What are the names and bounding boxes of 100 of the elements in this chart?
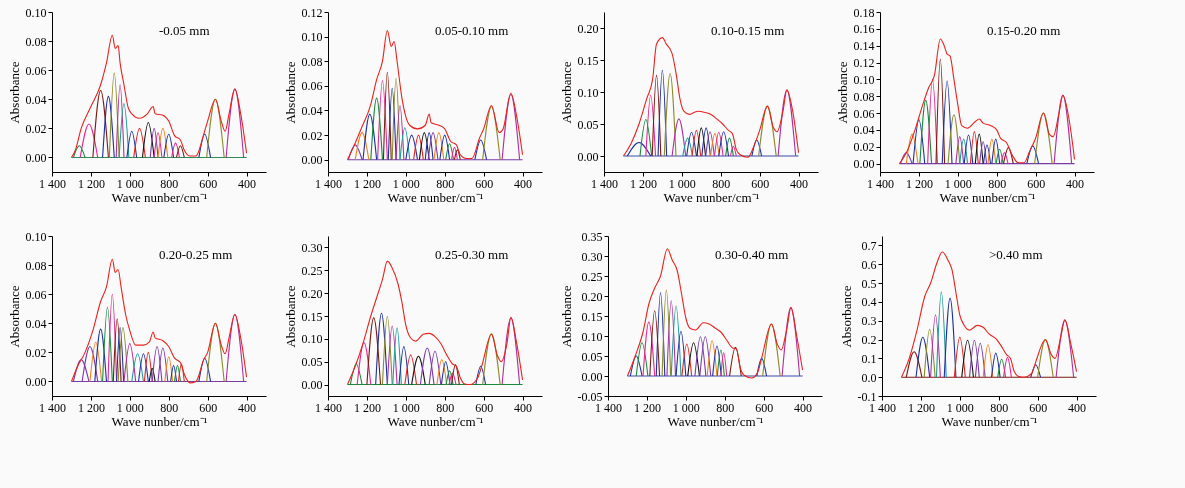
x-tick-label: 600 [1027,176,1046,191]
x-tick-label: 400 [1068,400,1087,415]
x-tick-label: 1 400 [39,176,66,191]
x-tick-label: 400 [1066,176,1085,191]
x-tick-label: 1 000 [116,400,144,415]
x-tick-label: 800 [160,400,179,415]
y-tick-label: 0.00 [853,157,875,172]
y-tick-label: 0.00 [301,153,323,168]
y-tick-label: 0.02 [301,128,323,143]
x-tick-label: 1 000 [946,400,974,415]
y-tick-label: 0.20 [301,286,323,301]
y-tick-label: 0.04 [853,123,875,138]
x-axis-title: Wave nunber/cm⁻¹ [667,413,764,429]
y-tick-label: 0.0 [861,370,877,385]
x-tick-label: 1 200 [353,400,381,415]
y-tick-label: 0.2 [861,333,877,348]
y-tick-label: 0.15 [581,309,603,324]
y-tick-label: 0.6 [861,257,877,272]
y-axis-title: Absorbance [282,61,298,124]
x-tick-label: 400 [514,400,533,415]
y-tick-label: 0.25 [581,269,603,284]
x-tick-label: 1 400 [867,176,894,191]
y-tick-label: 0.16 [853,22,875,37]
x-axis-title: Wave nunber/cm⁻¹ [111,413,208,429]
x-tick-label: 600 [475,176,494,191]
y-tick-label: 0.10 [581,329,603,344]
x-tick-label: 800 [712,176,731,191]
y-tick-label: 0.12 [301,5,323,20]
x-tick-label: 1 000 [672,400,700,415]
x-tick-label: 800 [990,400,1009,415]
x-tick-label: 1 000 [668,176,696,191]
x-tick-label: 1 400 [315,400,342,415]
y-tick-label: 0.18 [853,5,875,20]
y-tick-label: 0.05 [577,117,599,132]
y-tick-label: 0.10 [25,5,47,20]
y-axis-title: Absorbance [838,285,854,348]
x-tick-label: 800 [436,176,455,191]
y-tick-label: 0.00 [25,150,47,165]
annotation: >0.40 mm [989,247,1043,263]
x-tick-label: 600 [475,400,494,415]
x-tick-label: 800 [716,400,735,415]
x-tick-label: 600 [199,176,218,191]
x-tick-label: 400 [794,400,813,415]
x-axis-title: Wave nunber/cm⁻¹ [387,189,484,205]
y-tick-label: 0.30 [581,249,603,264]
x-tick-label: 1 400 [315,176,342,191]
y-tick-label: 0.04 [25,92,47,107]
y-tick-label: 0.20 [581,289,603,304]
x-tick-label: 1 000 [392,400,420,415]
x-tick-label: 400 [238,400,257,415]
y-tick-label: 0.10 [853,72,875,87]
x-tick-label: 400 [514,176,533,191]
y-axis-title: Absorbance [282,285,298,348]
y-tick-label: 0.5 [861,276,877,291]
y-tick-label: 0.04 [301,103,323,118]
x-tick-label: 600 [755,400,774,415]
y-tick-label: 0.06 [301,79,323,94]
x-tick-label: 1 200 [905,176,933,191]
x-tick-label: 400 [238,176,257,191]
annotation: 0.10-0.15 mm [711,23,785,39]
y-tick-label: 0.02 [25,121,47,136]
y-tick-label: 0.10 [25,229,47,244]
y-tick-label: 0.08 [25,258,47,273]
y-tick-label: 0.3 [861,314,877,329]
y-tick-label: 0.4 [861,295,877,310]
y-tick-label: 0.08 [301,54,323,69]
x-tick-label: 600 [199,400,218,415]
y-axis-title: Absorbance [558,61,574,124]
y-axis-title: Absorbance [834,61,850,124]
y-tick-label: 0.20 [577,21,599,36]
x-tick-label: 800 [436,400,455,415]
y-tick-label: 0.04 [25,316,47,331]
x-tick-label: 800 [160,176,179,191]
annotation: 0.30-0.40 mm [715,247,789,263]
x-tick-label: 400 [790,176,809,191]
y-tick-label: 0.15 [301,309,323,324]
y-tick-label: 0.35 [581,229,603,244]
y-tick-label: 0.00 [25,374,47,389]
y-tick-label: 0.30 [301,240,323,255]
y-tick-label: 0.06 [25,287,47,302]
y-tick-label: 0.08 [25,34,47,49]
y-tick-label: 0.00 [577,149,599,164]
x-tick-label: 1 200 [77,176,105,191]
y-tick-label: 0.10 [301,30,323,45]
x-tick-label: 1 200 [633,400,661,415]
annotation: -0.05 mm [159,23,210,39]
y-tick-label: 0.10 [301,332,323,347]
x-axis-title: Wave nunber/cm⁻¹ [111,189,208,205]
x-axis-title: Wave nunber/cm⁻¹ [663,189,760,205]
y-tick-label: 0.10 [577,85,599,100]
x-axis-title: Wave nunber/cm⁻¹ [387,413,484,429]
x-tick-label: 1 200 [353,176,381,191]
y-tick-label: 0.05 [301,355,323,370]
x-tick-label: 1 000 [392,176,420,191]
y-tick-label: 0.12 [853,56,875,71]
x-tick-label: 600 [1029,400,1048,415]
x-tick-label: 800 [988,176,1007,191]
y-tick-label: 0.02 [25,345,47,360]
y-tick-label: 0.00 [301,378,323,393]
y-tick-label: 0.00 [581,369,603,384]
